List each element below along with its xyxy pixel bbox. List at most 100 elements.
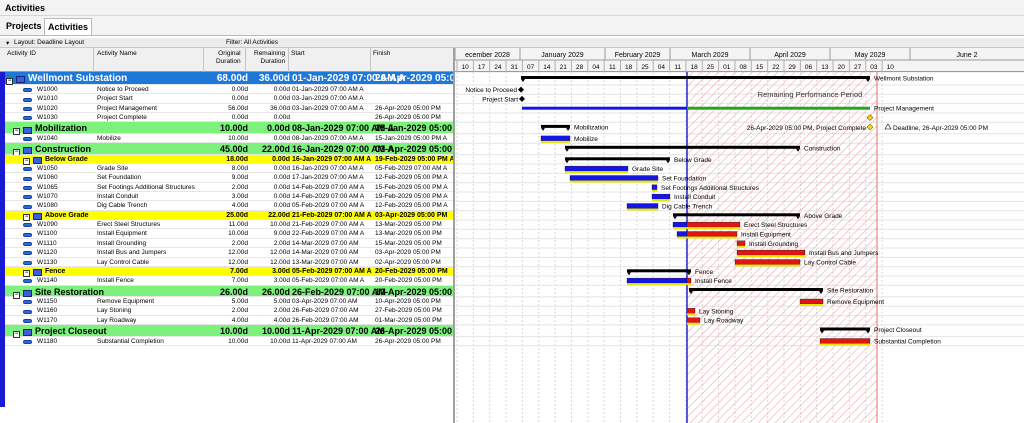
table-row[interactable]: W1090 Erect Steel Structures 11.00d 10.00d 2… (5, 220, 455, 230)
week-label: 03 (870, 64, 878, 71)
original-duration: 0.00d (231, 95, 248, 103)
activity-name: Install Conduit (97, 193, 139, 201)
activity-icon (23, 106, 32, 113)
wbs-row[interactable]: − Mobilization 10.00d 0.00d 08-Jan-2029 07:0… (5, 122, 477, 136)
table-row[interactable]: W1065 Set Footings Additional Structures 2… (5, 183, 455, 193)
table-row[interactable]: W1120 Install Bus and Jumpers 12.00d 12.00d… (5, 248, 455, 258)
col-remaining-duration[interactable]: Remaining Duration (254, 50, 286, 65)
gantt-svg: Remaining Performance Period Wellmont Sub… (455, 72, 1024, 423)
baseline-bar (820, 343, 870, 346)
collapse-icon[interactable]: − (6, 78, 13, 85)
table-row[interactable]: W1160 Lay Stoning 2.00d 2.00d 26-Feb-2029 07… (5, 306, 455, 316)
bar-label: Install Equipment (741, 232, 791, 239)
wbs-folder-icon (33, 268, 42, 276)
activity-name: Dig Cable Trench (97, 202, 148, 210)
finish-date: 26-Apr-2029 05:00 PM (375, 337, 441, 345)
table-row[interactable]: W1070 Install Conduit 3.00d 0.00d 14-Feb-202… (5, 192, 455, 202)
activity-id: W1180 (37, 337, 58, 345)
filter-label[interactable]: Filter: All Activities (226, 39, 279, 46)
collapse-icon[interactable]: − (13, 128, 20, 136)
original-duration: 0.00d (231, 86, 248, 93)
col-activity-id[interactable]: Activity ID (7, 50, 36, 57)
summary-bar (820, 327, 870, 331)
table-row[interactable]: W1040 Mobilize 10.00d 0.00d 08-Jan-2029 07:0… (5, 134, 455, 144)
collapse-icon[interactable]: − (23, 157, 30, 165)
table-row[interactable]: W1010 Project Start 0.00d 0.00d 03-Jan-2029 … (5, 94, 455, 104)
bar-label: Below Grade (674, 157, 712, 164)
tab-activities[interactable]: Activities (44, 18, 93, 35)
collapse-icon[interactable]: − (23, 213, 30, 221)
baseline-bar (541, 140, 570, 143)
bar-label: Mobilization (574, 124, 609, 131)
finish-date: 15-Jan-2029 05:00 PM A (375, 134, 447, 142)
wbs-row[interactable]: − Construction 45.00d 22.00d 16-Jan-2029 07:… (5, 143, 468, 157)
wbs-row[interactable]: − Fence 7.00d 3.00d 05-Feb-2029 07:00 AM A 20… (5, 266, 455, 277)
remaining-bar (686, 221, 741, 228)
summary-end (521, 79, 525, 82)
finish-date: 13-Mar-2029 05:00 PM (375, 221, 442, 229)
layout-label[interactable]: Layout: Deadline Layout (14, 39, 85, 46)
original-duration: 2.00d (231, 239, 248, 247)
activity-icon (23, 203, 32, 210)
original-duration: 0.00d (231, 114, 248, 122)
col-start[interactable]: Start (291, 50, 305, 57)
table-row[interactable]: W1080 Dig Cable Trench 4.00d 0.00d 05-Feb-20… (5, 201, 455, 211)
column-header: Activity ID Activity Name Original Durati… (0, 48, 455, 72)
table-row[interactable]: W1020 Project Management 56.00d 36.00d 03-Ja… (5, 104, 455, 114)
chevron-down-icon[interactable]: ▾ (6, 40, 10, 47)
table-row[interactable]: W1000 Notice to Proceed 0.00d 0.00d 01-Jan-2… (5, 85, 455, 95)
table-row[interactable]: W1130 Lay Control Cable 12.00d 12.00d 13-Mar… (5, 258, 455, 267)
original-duration: 12.00d (228, 249, 248, 257)
remaining-bar (686, 277, 692, 284)
remaining-period-label: Remaining Performance Period (758, 90, 863, 99)
activity-id: W1150 (37, 298, 58, 306)
wbs-row[interactable]: − Project Closeout 10.00d 10.00d 11-Apr-2029… (5, 325, 468, 339)
wbs-row[interactable]: − Above Grade 25.00d 22.00d 21-Feb-2029 07:0… (5, 210, 455, 221)
original-duration: 4.00d (231, 202, 248, 210)
table-row[interactable]: W1050 Grade Site 8.00d 0.00d 16-Jan-2029 07:… (5, 164, 455, 174)
milestone-marker (866, 114, 874, 121)
wbs-row[interactable]: − Site Restoration 26.00d 26.00d 26-Feb-2029… (5, 285, 468, 299)
wbs-folder-icon (23, 145, 32, 155)
summary-end (687, 272, 691, 276)
activity-id: W1140 (37, 277, 58, 285)
wbs-row[interactable]: − Wellmont Substation 68.00d 36.00d 01-Jan-2… (5, 72, 478, 85)
remaining-duration: 2.00d (273, 239, 290, 247)
collapse-icon[interactable]: − (13, 331, 20, 339)
activity-name: Install Equipment (97, 230, 147, 238)
summary-end (565, 148, 569, 152)
col-activity-name[interactable]: Activity Name (97, 50, 137, 57)
activity-icon (23, 194, 32, 201)
table-row[interactable]: W1060 Set Foundation 9.00d 0.00d 17-Jan-2029… (5, 173, 455, 183)
table-row[interactable]: W1030 Project Complete 0.00d 0.00d 26-Apr-20… (5, 113, 455, 123)
table-row[interactable]: W1150 Remove Equipment 5.00d 5.00d 03-Apr-20… (5, 297, 455, 307)
original-duration: 3.00d (231, 193, 248, 201)
start-date: 03-Jan-2029 07:00 AM A (292, 95, 364, 103)
table-row[interactable]: W1140 Install Fence 7.00d 3.00d 05-Feb-2029 … (5, 276, 455, 286)
actual-bar (651, 184, 658, 190)
remaining-duration: 0.00d (273, 95, 290, 103)
finish-date: 10-Apr-2029 05:00 PM (375, 286, 469, 297)
collapse-icon[interactable]: − (13, 291, 20, 299)
table-row[interactable]: W1100 Install Equipment 10.00d 9.00d 22-Feb-… (5, 229, 455, 239)
pane-splitter[interactable] (453, 48, 456, 423)
col-finish[interactable]: Finish (373, 50, 391, 57)
table-row[interactable]: W1180 Substantial Completion 10.00d 10.00d 1… (5, 337, 455, 346)
table-row[interactable]: W1170 Lay Roadway 4.00d 4.00d 26-Feb-2029 07… (5, 316, 455, 326)
wbs-name: Below Grade (45, 155, 88, 163)
tab-projects[interactable]: Projects (6, 21, 42, 31)
wbs-folder-icon (23, 288, 32, 298)
table-row[interactable]: W1110 Install Grounding 2.00d 2.00d 14-Mar-2… (5, 239, 455, 249)
wbs-row[interactable]: − Below Grade 18.00d 0.00d 16-Jan-2029 07:00… (5, 154, 455, 165)
bar-label: Set Footings Additional Structures (661, 185, 760, 192)
start-date: 08-Jan-2029 07:00 AM A (292, 123, 394, 134)
col-original-duration[interactable]: Original Duration (216, 50, 241, 65)
summary-end (627, 272, 631, 276)
deadline-marker (884, 123, 892, 130)
collapse-icon[interactable]: − (23, 269, 30, 277)
summary-end (565, 160, 569, 164)
bar-label: Above Grade (804, 213, 843, 220)
activity-icon (23, 166, 32, 173)
start-date: 16-Jan-2029 07:00 AM A (292, 155, 372, 163)
